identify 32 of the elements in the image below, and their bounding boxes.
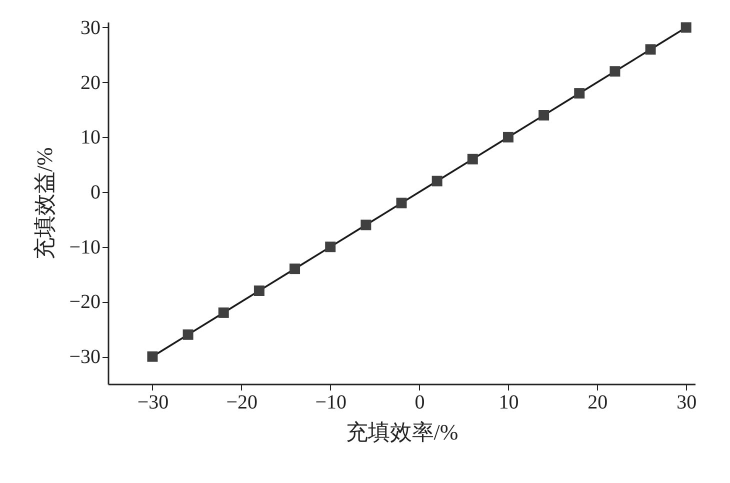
point <box>645 44 656 55</box>
y-tick-label: −30 <box>69 346 100 368</box>
point <box>502 132 514 142</box>
point <box>432 176 442 186</box>
y-tick-label: −10 <box>69 236 100 258</box>
y-tick-label: 30 <box>80 16 100 39</box>
point <box>182 329 194 340</box>
point <box>147 351 158 362</box>
x-tick-label: 20 <box>588 392 608 414</box>
point <box>290 264 300 274</box>
x-tick-label: 10 <box>498 392 519 414</box>
point <box>574 88 585 99</box>
y-tick-label: 10 <box>80 126 100 149</box>
y-tick-label: −20 <box>69 291 100 314</box>
point <box>325 242 336 252</box>
point <box>680 22 692 33</box>
x-tick-label: 30 <box>676 392 697 414</box>
y-tick-label: 20 <box>80 72 100 94</box>
x-tick-label: −20 <box>226 392 258 414</box>
x-axis-title: 充填效率/% <box>346 420 458 444</box>
x-tick-label: 0 <box>414 392 425 414</box>
y-axis-title: 充填效益/% <box>32 147 58 260</box>
point <box>218 307 229 318</box>
point <box>610 66 620 77</box>
point <box>254 286 264 296</box>
y-tick-label: 0 <box>90 182 100 204</box>
x-tick-label: −30 <box>137 392 169 414</box>
point <box>396 198 407 208</box>
point <box>467 154 478 164</box>
point <box>360 220 372 230</box>
point <box>538 110 550 120</box>
x-tick-label: −10 <box>315 392 346 414</box>
